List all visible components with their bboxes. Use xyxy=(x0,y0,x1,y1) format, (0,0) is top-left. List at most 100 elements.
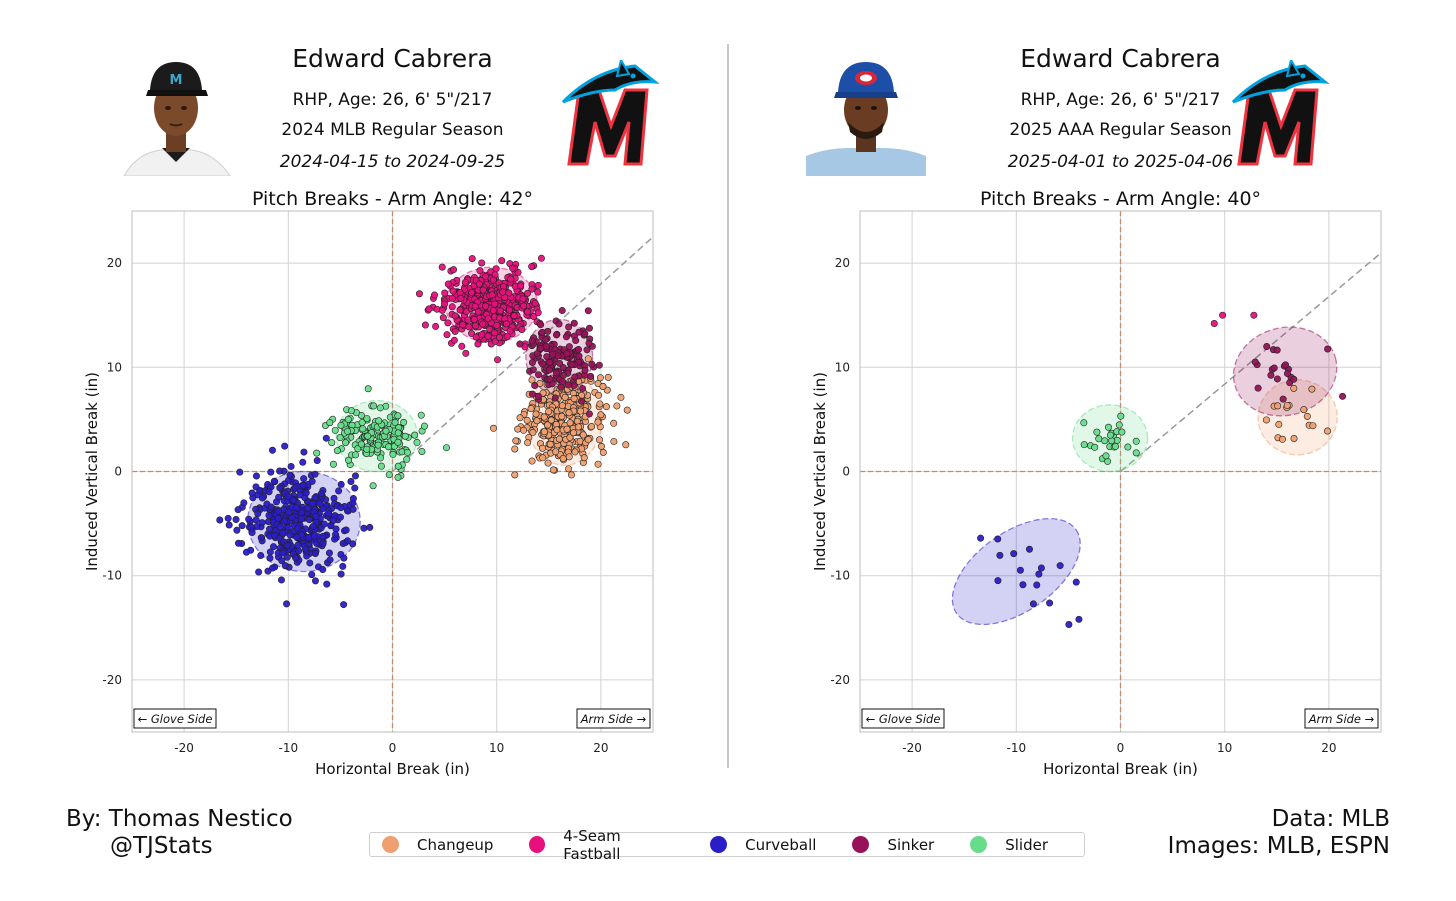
pitch-point xyxy=(530,312,538,320)
x-tick-label: 0 xyxy=(1117,741,1125,755)
pitch-point xyxy=(337,504,345,512)
pitch-point xyxy=(516,340,524,348)
pitch-point xyxy=(245,515,253,523)
pitch-point xyxy=(385,443,393,451)
pitch-point xyxy=(257,534,265,542)
pitch-point xyxy=(450,336,458,344)
x-axis-label: Horizontal Break (in) xyxy=(1043,760,1198,778)
pitch-point xyxy=(1308,385,1316,393)
pitch-point xyxy=(432,322,440,330)
pitch-point xyxy=(394,412,402,420)
pitch-point xyxy=(284,492,292,500)
pitch-point xyxy=(333,447,341,455)
pitch-point xyxy=(1290,384,1298,392)
pitch-point xyxy=(1072,578,1080,586)
pitch-point xyxy=(319,532,327,540)
plot-frame xyxy=(131,210,654,733)
pitch-point xyxy=(375,417,383,425)
pitch-break-chart-2025: Pitch Breaks - Arm Angle: 40° -20 -10 0 10 20… xyxy=(811,188,1382,778)
panel-divider xyxy=(727,44,729,768)
pitch-point xyxy=(258,494,266,502)
arm-side-label: Arm Side → xyxy=(1308,712,1375,726)
pitch-point xyxy=(584,436,592,444)
pitch-point xyxy=(335,487,343,495)
pitch-point xyxy=(1115,421,1123,429)
pitch-point xyxy=(280,517,288,525)
pitch-point xyxy=(308,500,316,508)
pitch-point xyxy=(479,320,487,328)
pitch-point xyxy=(417,411,425,419)
pitch-point xyxy=(535,371,543,379)
pitch-point xyxy=(479,286,487,294)
pitch-point xyxy=(1273,375,1281,383)
pitch-point xyxy=(1279,395,1287,403)
pitch-point xyxy=(554,352,562,360)
pitch-point xyxy=(363,415,371,423)
pitch-point xyxy=(578,397,586,405)
pitch-point xyxy=(1010,550,1018,558)
pitch-point xyxy=(1046,599,1054,607)
x-axis-label: Horizontal Break (in) xyxy=(315,760,470,778)
pitch-point xyxy=(594,460,602,468)
player-bio: RHP, Age: 26, 6' 5"/217 xyxy=(1020,90,1221,110)
pitch-point xyxy=(265,488,273,496)
pitch-point xyxy=(558,307,566,315)
pitch-point xyxy=(254,510,262,518)
pitch-point xyxy=(534,288,542,296)
pitch-point xyxy=(523,416,531,424)
pitch-point xyxy=(547,416,555,424)
pitch-point xyxy=(546,358,554,366)
pitch-point xyxy=(305,516,313,524)
glove-side-box xyxy=(133,708,217,729)
pitch-point xyxy=(528,263,536,271)
pitch-point xyxy=(567,471,575,479)
pitch-point xyxy=(546,375,554,383)
pitch-point xyxy=(1324,427,1332,435)
pitch-point xyxy=(285,508,293,516)
pitch-point xyxy=(622,441,630,449)
legend-swatch xyxy=(970,836,988,853)
pitch-point xyxy=(438,306,446,314)
pitch-point xyxy=(534,281,542,289)
pitch-point xyxy=(266,525,274,533)
pitch-point xyxy=(529,366,537,374)
pitch-point xyxy=(549,466,557,474)
pitch-point xyxy=(236,468,244,476)
legend-item-ff: 4-Seam Fastball xyxy=(529,827,674,863)
pitch-point xyxy=(357,440,365,448)
pitch-point xyxy=(420,422,428,430)
series-si xyxy=(1251,342,1347,403)
x-tick-label: -20 xyxy=(174,741,194,755)
pitch-point xyxy=(431,291,439,299)
pitch-point xyxy=(596,374,604,382)
pitch-point xyxy=(565,409,573,417)
pitch-point xyxy=(340,554,348,562)
series-ff xyxy=(415,254,545,364)
pitch-point xyxy=(366,523,374,531)
pitch-point xyxy=(524,439,532,447)
y-tick-label: -10 xyxy=(830,569,850,583)
pitch-point xyxy=(369,482,377,490)
pitch-point xyxy=(533,417,541,425)
pitch-point xyxy=(468,255,476,263)
pitch-point xyxy=(537,254,545,262)
pitch-point xyxy=(308,571,316,579)
pitch-point xyxy=(520,302,528,310)
pitch-point xyxy=(275,507,283,515)
y-tick-label: -20 xyxy=(102,673,122,687)
pitch-point xyxy=(1210,320,1218,328)
pitch-point xyxy=(502,320,510,328)
pitch-point xyxy=(326,556,334,564)
author-credit: By: Thomas Nestico @TJStats xyxy=(66,806,293,860)
pitch-point xyxy=(270,543,278,551)
pitch-point xyxy=(344,415,352,423)
x-tick-label: 20 xyxy=(593,741,608,755)
author-handle: @TJStats xyxy=(110,833,213,859)
pitch-point xyxy=(538,444,546,452)
pitch-point xyxy=(1339,392,1347,400)
pitch-point xyxy=(248,489,256,497)
pitch-point xyxy=(1025,545,1033,553)
pitch-point xyxy=(555,320,563,328)
pitch-point xyxy=(1124,443,1132,451)
pitch-point xyxy=(457,294,465,302)
